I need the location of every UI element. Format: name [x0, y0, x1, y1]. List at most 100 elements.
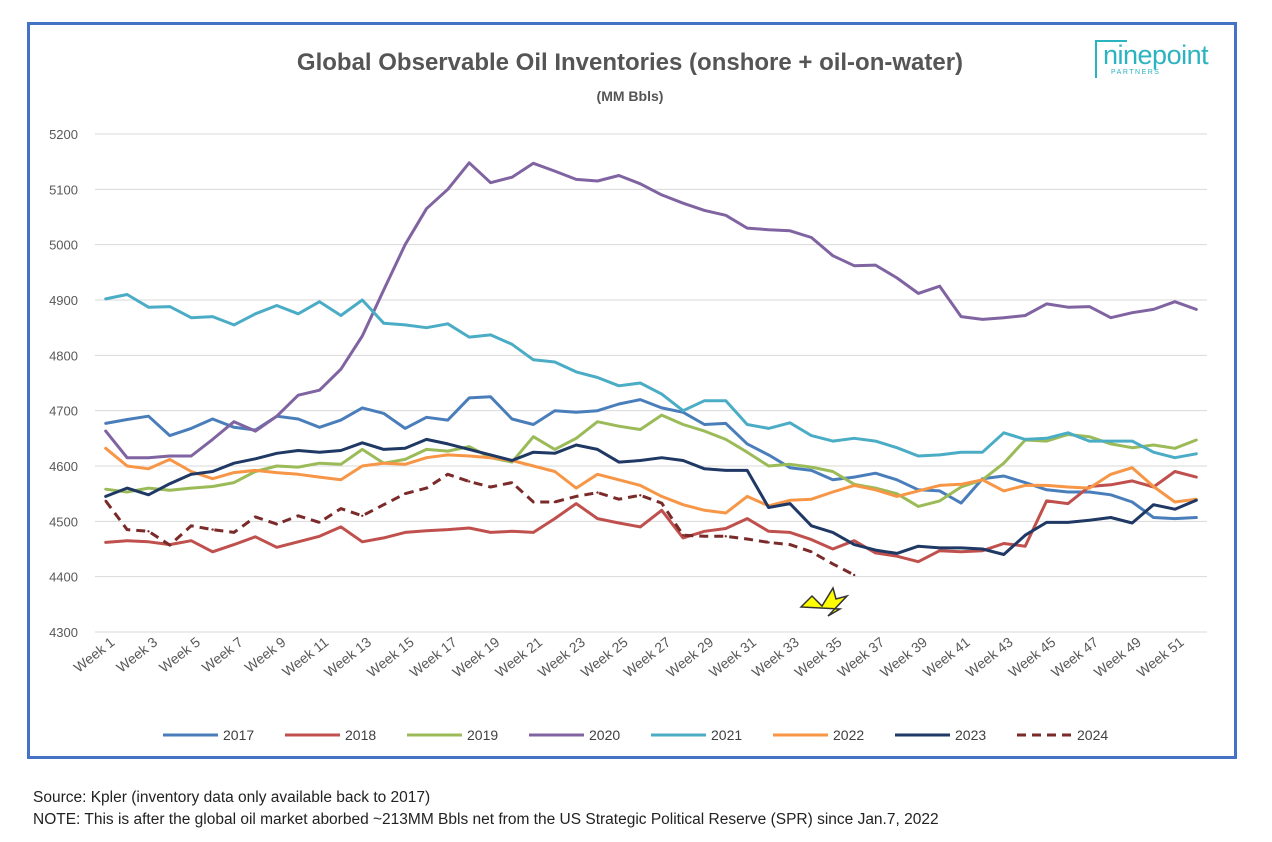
data-point-2020: [617, 174, 621, 177]
data-point-2024: [211, 528, 214, 531]
data-point-2023: [938, 546, 941, 550]
x-tick-label: Week 41: [920, 634, 973, 681]
data-point-2024: [596, 491, 599, 494]
x-tick-label: Week 27: [620, 634, 673, 681]
data-point-2018: [211, 550, 214, 553]
data-point-2024: [339, 507, 343, 510]
x-tick-label: Week 47: [1048, 634, 1101, 681]
data-point-2024: [254, 515, 257, 519]
series-line-2021: [104, 293, 1198, 460]
x-tick-label: Week 43: [963, 634, 1016, 681]
data-point-2023: [190, 473, 193, 476]
data-point-2017: [1131, 500, 1134, 504]
data-point-2019: [575, 437, 578, 440]
data-point-2020: [639, 182, 642, 185]
data-point-2019: [746, 451, 749, 454]
data-point-2024: [510, 481, 514, 484]
chart-subtitle: (MM Bbls): [597, 88, 664, 104]
data-point-2022: [575, 486, 578, 490]
data-point-2020: [446, 188, 449, 191]
data-point-2021: [853, 437, 856, 440]
data-point-2020: [232, 420, 236, 423]
data-point-2021: [1045, 437, 1048, 440]
data-point-2022: [318, 475, 321, 479]
data-point-2018: [125, 539, 129, 542]
data-point-2018: [361, 540, 364, 543]
data-point-2018: [403, 531, 407, 534]
data-point-2020: [1131, 311, 1134, 314]
data-point-2019: [275, 464, 278, 468]
data-point-2022: [104, 447, 107, 450]
data-point-2018: [746, 517, 749, 520]
ninepoint-logo: ninepoint PARTNERS: [1093, 38, 1221, 82]
data-point-2024: [297, 514, 300, 517]
data-point-2017: [232, 426, 236, 429]
data-point-2019: [104, 488, 107, 491]
data-point-2018: [703, 530, 706, 533]
data-point-2019: [959, 485, 963, 489]
data-point-2017: [468, 396, 471, 400]
data-point-2023: [874, 548, 877, 552]
data-point-2021: [767, 427, 770, 430]
data-point-2020: [510, 176, 514, 179]
data-point-2017: [724, 422, 727, 425]
data-point-2021: [895, 446, 899, 449]
data-point-2019: [318, 462, 321, 465]
data-point-2023: [382, 448, 385, 451]
data-point-2024: [168, 543, 171, 547]
data-point-2018: [532, 531, 535, 534]
data-point-2024: [681, 534, 685, 537]
source-note: Source: Kpler (inventory data only avail…: [33, 789, 431, 806]
data-point-2019: [361, 448, 364, 451]
data-point-2022: [232, 471, 236, 474]
data-point-2023: [532, 451, 535, 454]
data-point-2022: [553, 470, 556, 473]
legend-label: 2017: [223, 727, 254, 743]
data-point-2024: [703, 535, 706, 538]
series-line-2019: [104, 413, 1198, 508]
data-point-2021: [703, 399, 706, 402]
data-point-2020: [788, 229, 792, 232]
data-point-2022: [788, 499, 792, 502]
data-point-2017: [874, 472, 877, 475]
data-point-2018: [853, 539, 856, 542]
data-point-2021: [339, 314, 343, 317]
data-point-2018: [1131, 479, 1134, 483]
data-point-2019: [895, 492, 899, 495]
series-line-2022: [104, 446, 1198, 515]
data-point-2023: [767, 506, 770, 509]
data-point-2020: [767, 228, 770, 231]
data-point-2019: [211, 485, 214, 488]
data-point-2022: [724, 511, 727, 515]
spr-note: NOTE: This is after the global oil marke…: [33, 811, 939, 828]
data-point-2017: [489, 395, 492, 398]
data-point-2018: [104, 541, 107, 544]
data-point-2020: [831, 254, 834, 257]
data-point-2019: [917, 505, 920, 508]
data-point-2023: [275, 452, 278, 455]
series-line-2023: [104, 437, 1198, 556]
logo-subtext: PARTNERS: [1111, 69, 1161, 76]
data-point-2019: [168, 489, 171, 492]
legend-item-2018: 2018: [285, 727, 376, 743]
data-point-2018: [767, 530, 770, 533]
data-point-2024: [403, 492, 407, 495]
data-point-2022: [168, 458, 171, 461]
legend-item-2017: 2017: [163, 727, 254, 743]
legend-item-2021: 2021: [651, 727, 742, 743]
data-point-2021: [724, 399, 727, 402]
data-point-2019: [660, 413, 663, 417]
data-point-2017: [190, 427, 193, 430]
data-point-2022: [1023, 484, 1027, 487]
data-point-2023: [125, 486, 129, 490]
data-point-2017: [318, 426, 321, 429]
data-point-2023: [831, 531, 834, 534]
data-point-2024: [468, 480, 471, 483]
data-point-2019: [468, 445, 471, 448]
data-point-2020: [959, 315, 963, 318]
data-point-2024: [553, 500, 556, 504]
data-point-2021: [254, 312, 257, 315]
data-point-2019: [1002, 462, 1005, 465]
data-point-2017: [703, 423, 706, 426]
data-point-2023: [1002, 553, 1005, 556]
